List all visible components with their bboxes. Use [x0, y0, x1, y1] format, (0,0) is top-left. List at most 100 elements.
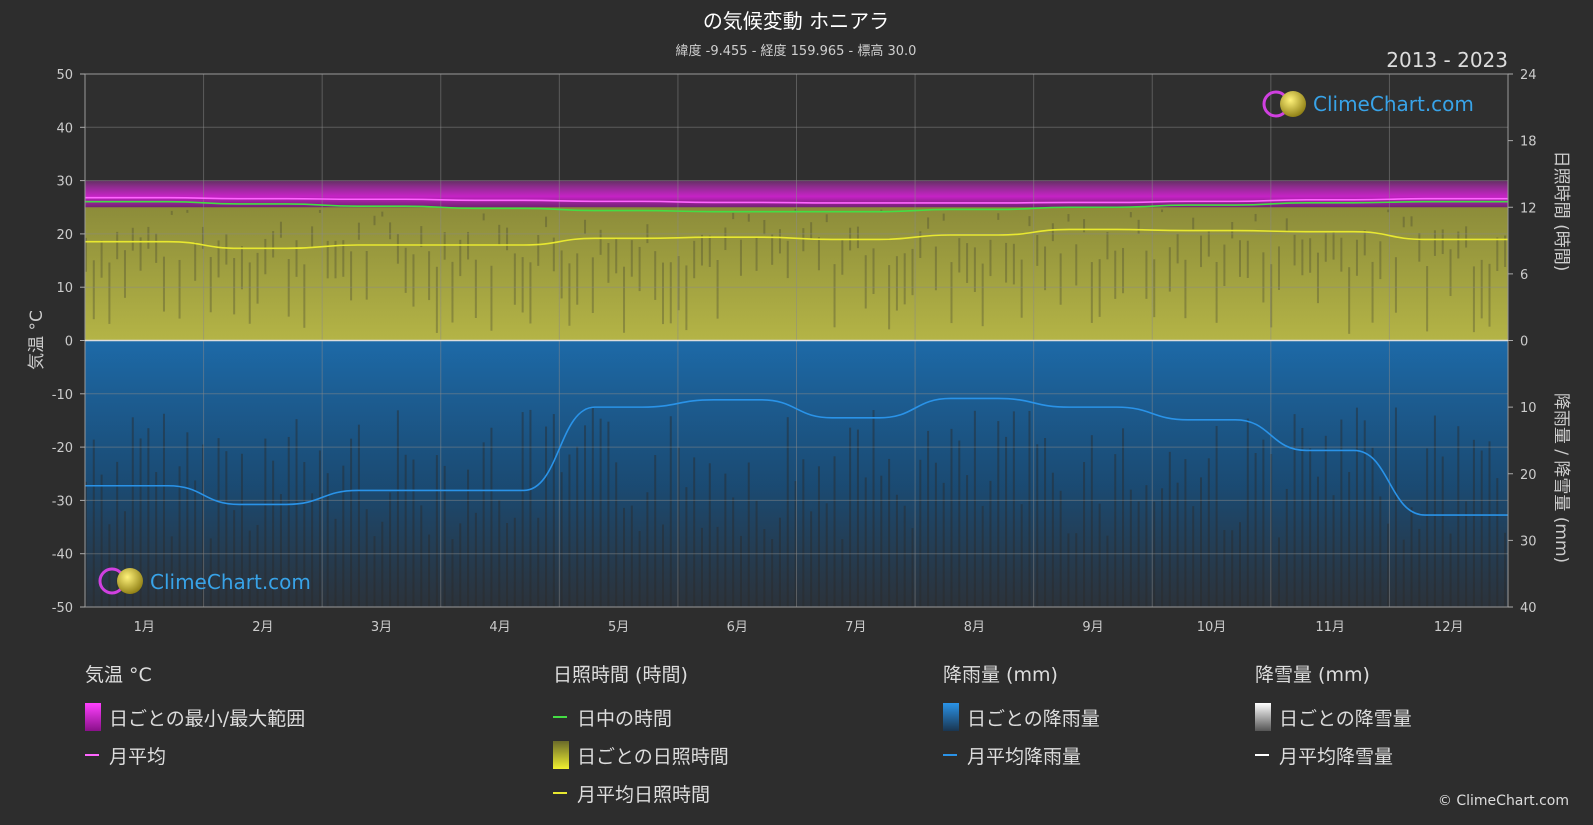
- rain-day-shade: [1137, 501, 1140, 607]
- sun-day-shade: [1192, 217, 1195, 230]
- rain-day-shade: [1457, 426, 1460, 607]
- legend-item[interactable]: 月平均: [85, 736, 305, 774]
- rain-day-shade: [817, 466, 820, 607]
- swatch-temp-mean: [85, 754, 99, 756]
- sun-day-shade: [1036, 235, 1039, 266]
- legend-item[interactable]: 日ごとの最小/最大範囲: [85, 698, 305, 736]
- sun-day-shade: [1122, 247, 1125, 294]
- rain-day-shade: [1215, 425, 1218, 607]
- legend-item[interactable]: 日ごとの日照時間: [553, 736, 729, 774]
- sun-day-shade: [1254, 213, 1257, 222]
- sun-day-shade: [1215, 261, 1218, 323]
- left-tick-label: 0: [65, 335, 73, 350]
- rain-day-shade: [1036, 444, 1039, 607]
- month-tick-label: 7月: [845, 620, 866, 635]
- rain-day-shade: [1090, 435, 1093, 607]
- sun-day-shade: [334, 240, 337, 279]
- legend-label: 日中の時間: [577, 707, 673, 730]
- rain-day-shade: [1161, 488, 1164, 607]
- rain-day-shade: [568, 454, 571, 607]
- rain-day-shade: [209, 538, 212, 607]
- rain-day-shade: [381, 521, 384, 607]
- sun-day-shade: [1465, 226, 1468, 248]
- rain-day-shade: [1426, 448, 1429, 607]
- sun-day-shade: [591, 257, 594, 314]
- sun-day-shade: [389, 222, 392, 240]
- sun-day-shade: [1200, 235, 1203, 268]
- sun-day-shade: [1137, 219, 1140, 234]
- sun-day-shade: [685, 265, 688, 331]
- sun-day-shade: [248, 262, 251, 324]
- sun-day-shade: [100, 240, 103, 278]
- legend-item[interactable]: 日ごとの降雪量: [1255, 698, 1412, 736]
- rain-day-shade: [1075, 533, 1078, 607]
- swatch-daylight: [553, 716, 567, 718]
- rain-day-shade: [170, 536, 173, 607]
- legend-item[interactable]: 月平均降雨量: [943, 736, 1100, 774]
- sun-day-shade: [1223, 244, 1226, 287]
- logo-bottom-left[interactable]: ClimeChart.com: [98, 567, 311, 595]
- sun-day-shade: [888, 265, 891, 330]
- rain-day-shade: [1145, 485, 1148, 607]
- rain-day-shade: [724, 473, 727, 607]
- legend-item[interactable]: 日ごとの降雨量: [943, 698, 1100, 736]
- rain-day-shade: [966, 475, 969, 607]
- rain-day-shade: [357, 424, 360, 607]
- sun-day-shade: [451, 261, 454, 323]
- legend-label: 月平均降雪量: [1279, 745, 1394, 768]
- rain-day-shade: [404, 454, 407, 607]
- rain-day-shade: [303, 462, 306, 607]
- sun-day-shade: [950, 262, 953, 324]
- sun-day-shade: [217, 240, 220, 278]
- legend-item[interactable]: 月平均降雪量: [1255, 736, 1412, 774]
- copyright: © ClimeChart.com: [1437, 793, 1569, 809]
- rain-day-shade: [833, 456, 836, 607]
- sun-day-shade: [872, 248, 875, 294]
- logo-sun-icon: [1280, 91, 1306, 117]
- sun-day-shade: [1496, 237, 1499, 271]
- rain-day-shade: [513, 517, 516, 607]
- rain-day-shade: [1394, 407, 1397, 607]
- rain-day-shade: [981, 505, 984, 607]
- sun-day-shade: [794, 208, 797, 211]
- rain-day-shade: [420, 505, 423, 607]
- sun-day-shade: [482, 213, 485, 221]
- rain-day-shade: [825, 503, 828, 607]
- swatch-daily-rain: [943, 703, 959, 731]
- sun-day-shade: [1075, 244, 1078, 286]
- right-top-tick-label: 24: [1520, 68, 1537, 83]
- sun-day-shade: [1309, 238, 1312, 273]
- sun-day-shade: [1316, 252, 1319, 304]
- legend-item[interactable]: 月平均日照時間: [553, 774, 729, 812]
- sun-day-shade: [1044, 246, 1047, 291]
- rain-day-shade: [1122, 428, 1125, 607]
- sun-day-shade: [186, 209, 189, 213]
- sun-day-shade: [708, 235, 711, 267]
- sun-day-shade: [1067, 214, 1070, 222]
- rain-day-shade: [1441, 456, 1444, 607]
- month-tick-label: 8月: [964, 620, 985, 635]
- sun-day-shade: [498, 224, 501, 245]
- sun-day-shade: [162, 256, 165, 312]
- rain-day-shade: [841, 539, 844, 607]
- rain-day-shade: [1192, 506, 1195, 607]
- rain-day-shade: [1129, 489, 1132, 607]
- rain-day-shade: [428, 534, 431, 607]
- rain-day-shade: [1379, 496, 1382, 607]
- sun-day-shade: [927, 217, 930, 229]
- month-tick-label: 4月: [489, 620, 510, 635]
- month-tick-label: 12月: [1434, 620, 1464, 635]
- rain-day-shade: [1200, 477, 1203, 607]
- rain-day-shade: [326, 473, 329, 607]
- legend-item[interactable]: 日中の時間: [553, 698, 729, 736]
- rain-day-shade: [716, 526, 719, 607]
- legend-snow: 降雪量 (mm) 日ごとの降雪量 月平均降雪量: [1255, 660, 1412, 774]
- logo-top-right[interactable]: ClimeChart.com: [1262, 90, 1474, 118]
- rain-day-shade: [1301, 427, 1304, 607]
- rain-day-shade: [942, 482, 945, 607]
- sun-day-shade: [365, 251, 368, 300]
- month-tick-label: 2月: [252, 620, 273, 635]
- sun-day-shade: [443, 232, 446, 260]
- sun-day-shade: [1426, 266, 1429, 332]
- sun-day-shade: [194, 242, 197, 281]
